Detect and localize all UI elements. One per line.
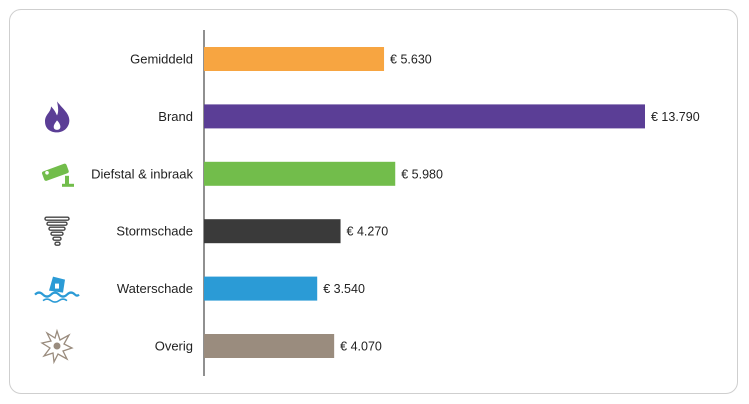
category-label-3: Stormschade bbox=[116, 224, 193, 239]
category-label-4: Waterschade bbox=[117, 281, 193, 296]
bar-0 bbox=[204, 47, 385, 71]
chart-frame bbox=[9, 9, 738, 394]
value-label-2: € 5.980 bbox=[401, 167, 443, 181]
category-label-0: Gemiddeld bbox=[130, 52, 193, 67]
category-label-1: Brand bbox=[158, 109, 193, 124]
bar-2 bbox=[204, 161, 396, 186]
value-label-3: € 4.270 bbox=[347, 225, 389, 239]
flame-icon bbox=[45, 101, 70, 133]
value-label-1: € 13.790 bbox=[651, 110, 700, 124]
flooded-house-icon bbox=[34, 276, 80, 303]
category-label-2: Diefstal & inbraak bbox=[91, 166, 193, 181]
value-label-0: € 5.630 bbox=[390, 53, 432, 67]
category-label-5: Overig bbox=[155, 339, 193, 354]
bar-1 bbox=[204, 104, 645, 129]
tornado-icon bbox=[44, 216, 70, 246]
value-label-4: € 3.540 bbox=[323, 282, 365, 296]
value-label-5: € 4.070 bbox=[340, 340, 382, 354]
bar-4 bbox=[204, 276, 318, 301]
explosion-icon bbox=[40, 328, 74, 365]
bar-5 bbox=[204, 334, 335, 358]
bar-3 bbox=[204, 219, 341, 244]
security-camera-icon bbox=[42, 163, 74, 187]
